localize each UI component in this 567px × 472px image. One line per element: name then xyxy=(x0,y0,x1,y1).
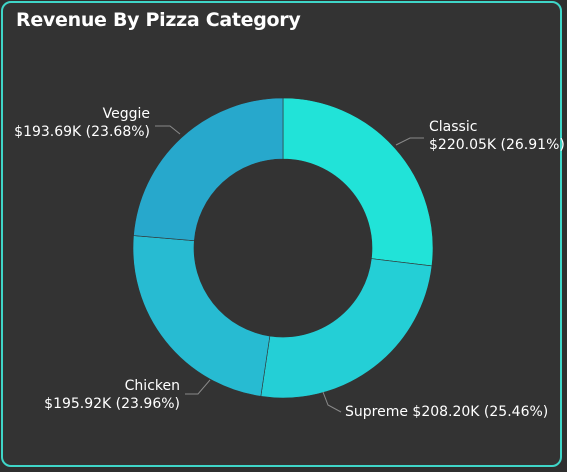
leader-line-supreme xyxy=(322,391,342,413)
leader-line-veggie xyxy=(155,125,181,135)
donut-slice-classic[interactable] xyxy=(282,97,434,267)
leader-line-classic xyxy=(395,137,424,146)
data-label-veggie: Veggie $193.69K (23.68%) xyxy=(14,106,150,140)
donut-slice-veggie[interactable] xyxy=(133,97,284,241)
data-label-classic: Classic $220.05K (26.91%) xyxy=(429,119,565,153)
chart-title: Revenue By Pizza Category xyxy=(16,9,301,31)
data-label-chicken: Chicken $195.92K (23.96%) xyxy=(44,378,180,412)
donut-slice-chicken[interactable] xyxy=(132,235,271,397)
donut-slice-supreme[interactable] xyxy=(260,258,433,399)
leader-line-chicken xyxy=(185,379,211,395)
data-label-supreme: Supreme $208.20K (25.46%) xyxy=(345,404,548,420)
